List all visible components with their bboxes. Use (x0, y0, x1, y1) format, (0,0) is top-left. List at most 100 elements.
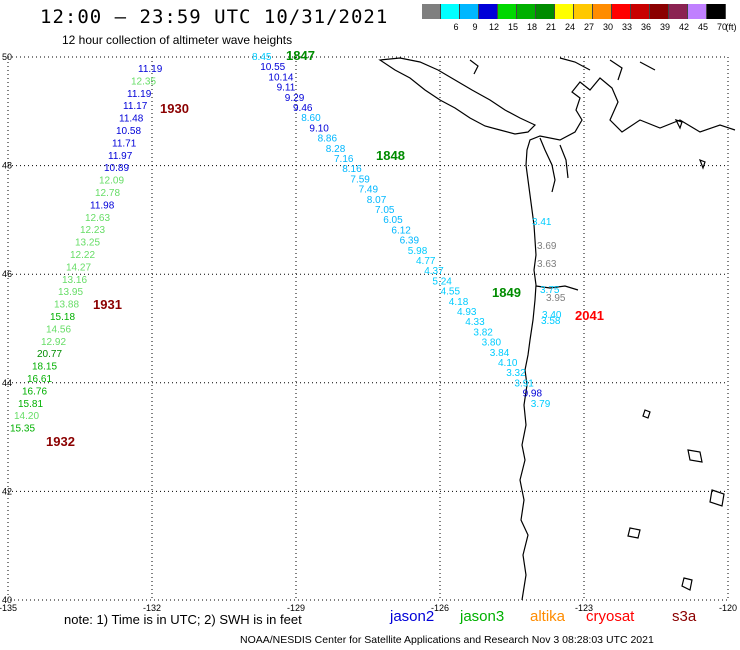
footer-credit: NOAA/NESDIS Center for Satellite Applica… (240, 634, 654, 646)
legend-swatch (631, 4, 650, 19)
legend-swatch (479, 4, 498, 19)
swh-value-label: 11.98 (90, 200, 115, 211)
map-frame (7, 56, 729, 601)
lat-tick-label: 42 (2, 486, 12, 496)
swh-value-label: 20.77 (37, 349, 62, 360)
swh-value-label: 12.22 (70, 250, 95, 261)
coastline-columbia-river (535, 285, 579, 291)
lon-tick-label: -132 (143, 603, 161, 613)
coastline-puget-sound (539, 137, 569, 193)
swh-value-label: 11.71 (112, 138, 137, 149)
legend-swatch (669, 4, 688, 19)
swh-value-label: 15.81 (18, 399, 43, 410)
swh-value-label: 12.23 (80, 225, 105, 236)
swh-value-label: 8.60 (301, 113, 321, 124)
pass-time-label: 1932 (46, 434, 75, 449)
swh-value-label: 12.78 (95, 188, 120, 199)
swh-value-label: 4.77 (416, 256, 436, 267)
swh-value-label: 8.45 (252, 52, 272, 63)
swh-value-label: 14.56 (46, 324, 71, 335)
coastline-lake-1 (642, 409, 651, 419)
lat-tick-label: 46 (2, 269, 12, 279)
legend-unit: (ft) (725, 22, 737, 32)
swh-value-label: 10.55 (260, 62, 285, 73)
legend-swatch (441, 4, 460, 19)
map-subtitle: 12 hour collection of altimeter wave hei… (62, 33, 293, 47)
swh-value-label: 12.09 (99, 176, 124, 187)
coastline-lake-3 (709, 489, 725, 507)
legend-label: 6 (453, 22, 459, 32)
swh-value-label: 16.76 (22, 386, 47, 397)
swh-value-label: 8.16 (342, 164, 362, 175)
swh-value-label: 11.17 (123, 101, 148, 112)
axis-labels: -135 -132 -129 -126 -123 -120 50 48 46 44 42 40 (0, 52, 737, 613)
satellite-name: altika (530, 608, 566, 625)
swh-value-label: 12.35 (131, 76, 156, 87)
lon-tick-label: -135 (0, 603, 17, 613)
legend-label: 27 (583, 22, 594, 32)
swh-value-label: 3.95 (546, 293, 566, 304)
swh-value-label: 10.14 (268, 72, 293, 83)
swh-value-label: 13.16 (62, 275, 87, 286)
swh-value-label: 4.55 (441, 287, 461, 298)
swh-value-label: 4.93 (457, 307, 477, 318)
legend-label: 24 (564, 22, 575, 32)
pass-time-label: 2041 (575, 308, 604, 323)
legend-swatch (517, 4, 536, 19)
swh-value-label: 7.59 (350, 174, 370, 185)
satellite-name: s3a (672, 608, 697, 625)
swh-value-label: 15.18 (50, 312, 75, 323)
footer-note: note: 1) Time is in UTC; 2) SWH is in fe… (64, 612, 302, 627)
legend-swatch (707, 4, 726, 19)
coastline-lake-4 (627, 527, 641, 539)
swh-value-label: 3.41 (532, 217, 552, 228)
swh-value-label: 9.11 (277, 83, 296, 94)
pass-time-label: 1848 (376, 148, 405, 163)
lon-tick-label: -126 (431, 603, 449, 613)
swh-value-label: 11.19 (127, 89, 152, 100)
altimeter-tracks: 11.1912.3511.1911.1711.4810.5811.7111.97… (10, 48, 604, 449)
legend-swatch (688, 4, 707, 19)
swh-value-label: 3.80 (482, 338, 502, 349)
coastline-lake-7 (674, 118, 683, 130)
satellite-name: cryosat (586, 608, 635, 625)
swh-value-label: 9.10 (309, 123, 329, 134)
legend-label: 30 (602, 22, 613, 32)
swh-value-label: 3.69 (537, 241, 557, 252)
swh-value-label: 3.91 (514, 378, 534, 389)
legend-label: 33 (621, 22, 632, 32)
swh-value-label: 9.29 (285, 93, 305, 104)
coastline-vancouver-island (378, 57, 537, 135)
swh-value-label: 3.58 (541, 316, 561, 327)
lon-tick-label: -123 (575, 603, 593, 613)
pass-time-label: 1849 (492, 285, 521, 300)
legend-label: 9 (472, 22, 478, 32)
legend-swatch (593, 4, 612, 19)
legend-swatch (498, 4, 517, 19)
swh-value-label: 11.97 (108, 151, 133, 162)
swh-value-label: 9.98 (523, 389, 543, 400)
swh-value-label: 10.89 (104, 163, 129, 174)
lon-tick-label: -120 (719, 603, 737, 613)
legend-label: 39 (659, 22, 670, 32)
swh-value-label: 7.49 (359, 185, 379, 196)
satellite-name: jason2 (390, 608, 435, 625)
swh-value-label: 5.98 (408, 246, 428, 257)
swh-value-label: 18.15 (32, 362, 57, 373)
swh-value-label: 4.33 (465, 317, 485, 328)
swh-value-label: 5.24 (432, 276, 452, 287)
legend-swatch (422, 4, 441, 19)
swh-value-label: 7.16 (334, 154, 354, 165)
legend-swatch (536, 4, 555, 19)
legend-label: 70 (716, 22, 727, 32)
satellite-name: jason3 (460, 608, 505, 625)
map-title: 12:00 – 23:59 UTC 10/31/2021 (40, 6, 389, 28)
swh-value-label: 3.63 (537, 259, 557, 270)
coastline-mainland (519, 77, 736, 601)
swh-value-label: 10.58 (116, 126, 141, 137)
swh-value-label: 14.20 (14, 411, 39, 422)
swh-value-label: 4.37 (424, 266, 444, 277)
swh-value-label: 3.79 (531, 399, 551, 410)
swh-value-label: 13.25 (75, 238, 100, 249)
